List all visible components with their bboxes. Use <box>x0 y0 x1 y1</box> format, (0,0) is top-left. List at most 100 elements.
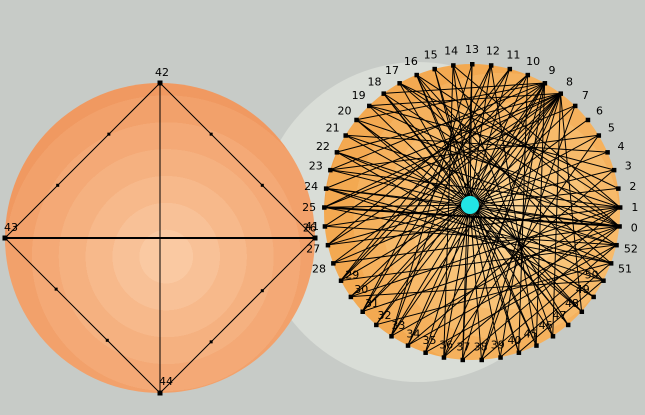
hub-edge <box>469 187 619 206</box>
graph-node[interactable] <box>611 167 617 173</box>
node-label: 34 <box>406 328 420 341</box>
graph-node[interactable] <box>591 294 596 300</box>
graph-node[interactable] <box>432 66 437 72</box>
hub-edge <box>469 204 501 358</box>
graph-edge <box>368 105 615 171</box>
hub-edge <box>469 204 582 312</box>
graph-edge <box>4 237 161 394</box>
node-label: 47 <box>553 309 567 322</box>
graph-edge <box>407 169 615 346</box>
graph-node[interactable] <box>157 390 163 396</box>
graph-edge <box>323 92 561 208</box>
graph-node[interactable] <box>488 63 494 68</box>
node-label: 6 <box>596 104 603 117</box>
hub-edge <box>469 119 589 206</box>
graph-node[interactable] <box>534 343 539 348</box>
hub-edge <box>469 204 537 346</box>
node-label: 2 <box>629 180 636 193</box>
node-label: 29 <box>345 268 359 281</box>
graph-node[interactable] <box>343 133 348 138</box>
graph-node[interactable] <box>397 81 402 86</box>
graph-node[interactable] <box>334 150 340 155</box>
hub-node[interactable] <box>461 196 479 214</box>
graph-node[interactable] <box>328 167 333 173</box>
graph-edge <box>330 134 599 171</box>
graph-node[interactable] <box>579 309 585 315</box>
right-cluster: 13 12 111098765432105251504948474645403938… <box>302 43 638 363</box>
graph-node[interactable] <box>381 91 386 96</box>
node-label: 15 <box>424 48 438 61</box>
hub-edge <box>462 204 471 360</box>
graph-node[interactable] <box>331 261 336 266</box>
graph-node[interactable] <box>322 205 327 210</box>
graph-node[interactable] <box>460 357 466 363</box>
graph-node[interactable] <box>596 133 602 138</box>
graph-node[interactable] <box>608 261 614 266</box>
hub-edge <box>469 82 546 206</box>
graph-node[interactable] <box>479 357 484 363</box>
graph-node[interactable] <box>601 278 606 283</box>
graph-node[interactable] <box>558 91 564 96</box>
graph-node[interactable] <box>405 343 411 348</box>
node-label: 44 <box>159 375 173 388</box>
left-cluster-labels: 41 42 43 44 <box>4 66 319 388</box>
graph-node[interactable] <box>338 278 344 283</box>
node-label: 12 <box>486 44 500 57</box>
hub-edge <box>452 65 471 206</box>
graph-node[interactable] <box>616 186 621 191</box>
node-label: 38 <box>474 341 488 354</box>
hub-edge <box>329 169 471 206</box>
graph-edge <box>443 206 621 358</box>
graph-edge <box>345 134 620 227</box>
graph-node[interactable] <box>550 334 556 339</box>
graph-edge <box>399 82 619 189</box>
hub-edge <box>368 105 471 206</box>
node-label: 43 <box>4 221 18 234</box>
graph-node[interactable] <box>451 63 456 68</box>
graph-node[interactable] <box>565 322 571 328</box>
graph-node[interactable] <box>542 81 548 86</box>
graph-node[interactable] <box>572 103 578 109</box>
graph-node[interactable] <box>423 350 428 355</box>
node-label: 10 <box>526 55 540 68</box>
graph-node[interactable] <box>498 355 503 360</box>
graph-node[interactable] <box>525 72 531 78</box>
graph-node[interactable] <box>614 242 619 248</box>
graph-node[interactable] <box>157 80 163 86</box>
graph-node[interactable] <box>414 72 419 78</box>
graph-node[interactable] <box>312 235 318 241</box>
hub-edges <box>324 63 620 360</box>
node-label: 33 <box>391 319 405 332</box>
graph-node[interactable] <box>617 224 622 229</box>
graph-node[interactable] <box>2 235 8 241</box>
graph-node[interactable] <box>348 294 354 300</box>
graph-edge <box>535 83 546 346</box>
graph-node[interactable] <box>507 66 513 72</box>
graph-node[interactable] <box>605 150 610 155</box>
node-label: 52 <box>624 242 638 255</box>
node-label: 3 <box>625 160 632 173</box>
hub-edge <box>469 63 473 206</box>
node-label: 21 <box>326 122 340 135</box>
graph-node[interactable] <box>617 205 623 210</box>
graph-edge <box>159 82 316 239</box>
hub-edge <box>469 204 620 208</box>
graph-node[interactable] <box>322 224 328 229</box>
graph-edge <box>340 82 545 281</box>
graph-edge <box>452 64 621 208</box>
graph-node[interactable] <box>470 62 475 67</box>
graph-node[interactable] <box>374 322 379 328</box>
graph-node[interactable] <box>367 103 372 109</box>
graph-node[interactable] <box>441 355 447 360</box>
graph-node[interactable] <box>354 117 359 123</box>
node-label: 22 <box>316 140 330 153</box>
graph-node[interactable] <box>323 186 329 191</box>
node-label: 48 <box>565 297 579 310</box>
graph-node[interactable] <box>360 309 365 315</box>
graph-node[interactable] <box>585 117 591 123</box>
node-label: 9 <box>548 64 555 77</box>
graph-node[interactable] <box>389 334 394 339</box>
graph-node[interactable] <box>516 350 522 355</box>
graph-node[interactable] <box>325 242 331 248</box>
